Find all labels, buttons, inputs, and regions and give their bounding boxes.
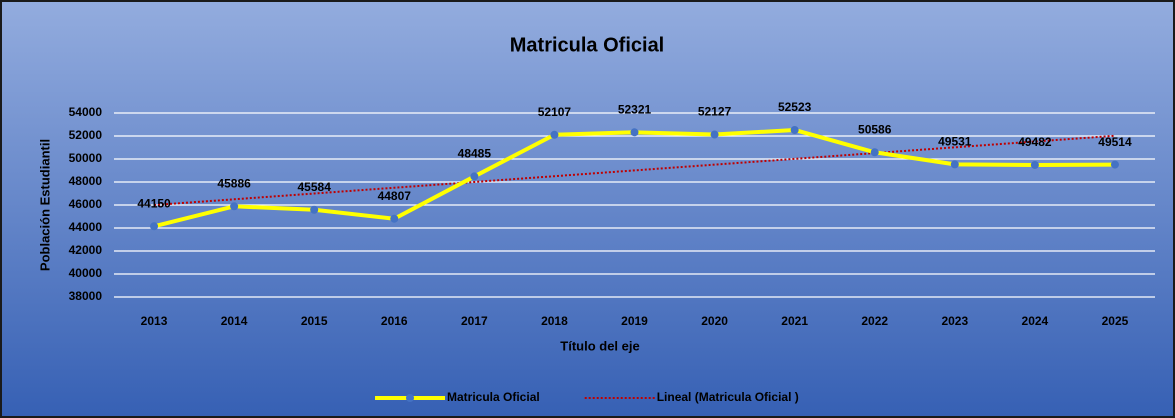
y-tick-label: 52000 [69,128,103,142]
data-label: 52523 [778,100,812,114]
data-label: 44150 [137,196,171,210]
x-axis-title: Título del eje [560,338,639,353]
marker [790,125,799,134]
marker [470,172,479,181]
chart-title: Matricula Oficial [510,34,665,56]
marker [230,202,239,211]
marker [870,148,879,157]
data-label: 49514 [1098,135,1132,149]
marker [1110,160,1119,169]
data-label: 48485 [458,147,492,161]
data-label: 50586 [858,122,892,136]
y-tick-label: 50000 [69,151,103,165]
marker [710,130,719,139]
y-tick-label: 46000 [69,197,103,211]
y-tick-label: 42000 [69,243,103,257]
x-tick-label: 2013 [141,314,168,328]
legend-label: Matricula Oficial [447,390,540,404]
x-tick-label: 2024 [1022,314,1049,328]
data-label: 44807 [378,189,412,203]
data-label: 45886 [217,176,251,190]
data-label: 45584 [298,180,332,194]
marker [950,160,959,169]
y-axis-title: Población Estudiantil [37,139,52,271]
data-label: 52107 [538,105,572,119]
x-tick-label: 2017 [461,314,488,328]
marker [150,222,159,231]
data-label: 49482 [1018,135,1052,149]
x-tick-label: 2019 [621,314,648,328]
x-tick-label: 2016 [381,314,408,328]
legend-marker [406,394,414,402]
x-tick-label: 2021 [781,314,808,328]
marker [310,205,319,214]
x-tick-label: 2015 [301,314,328,328]
y-tick-label: 38000 [69,289,103,303]
data-label: 49531 [938,135,972,149]
marker [630,128,639,137]
x-tick-label: 2023 [941,314,968,328]
x-tick-label: 2018 [541,314,568,328]
y-tick-label: 44000 [69,220,103,234]
y-tick-label: 54000 [69,105,103,119]
data-label: 52321 [618,102,652,116]
x-tick-label: 2022 [861,314,888,328]
marker [390,214,399,223]
x-tick-label: 2025 [1102,314,1129,328]
y-tick-label: 40000 [69,266,103,280]
x-tick-label: 2014 [221,314,248,328]
marker [1030,160,1039,169]
data-label: 52127 [698,105,732,119]
legend-label: Lineal (Matricula Oficial ) [657,390,799,404]
marker [550,130,559,139]
x-tick-label: 2020 [701,314,728,328]
trend-line [153,134,1116,207]
y-tick-label: 48000 [69,174,103,188]
